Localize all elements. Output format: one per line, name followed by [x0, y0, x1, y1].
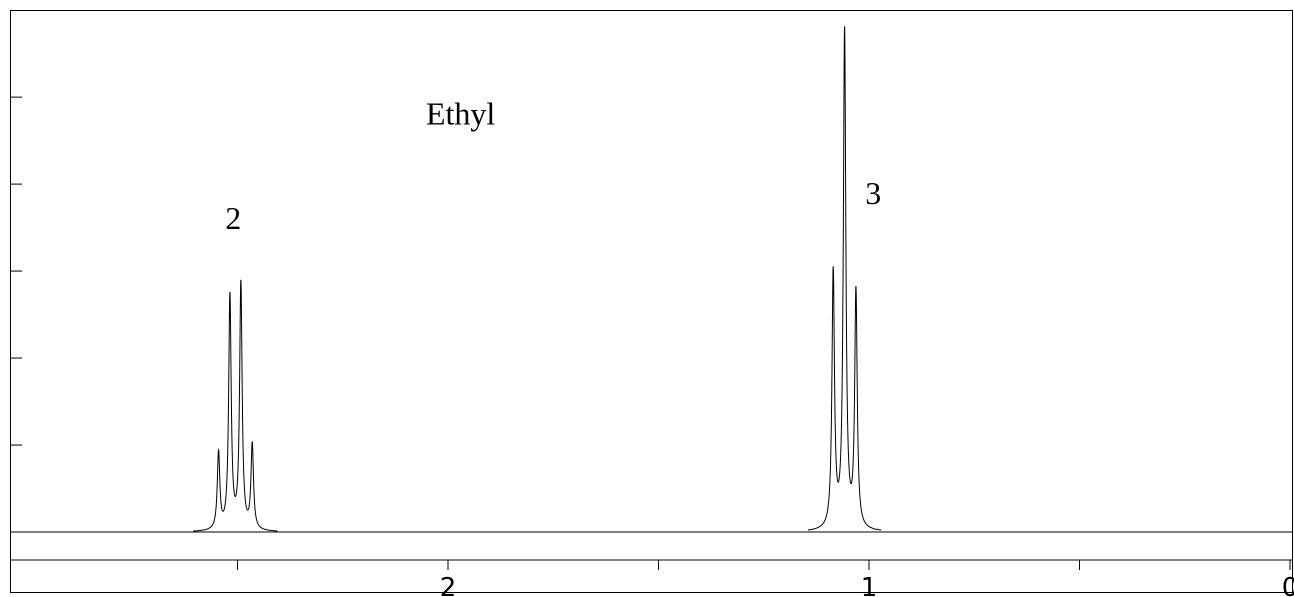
annotation-label: 2 — [225, 200, 241, 236]
peak-point — [843, 34, 846, 36]
multiplet-trace — [193, 279, 278, 532]
x-tick-label: 0 — [1282, 573, 1294, 597]
x-tick-label: 1 — [861, 573, 878, 597]
peak-point — [832, 275, 834, 277]
plot-frame — [10, 10, 1293, 593]
annotation-label: Ethyl — [426, 95, 495, 131]
y-axis-ticks — [10, 96, 22, 533]
multiplet-trace — [807, 26, 882, 531]
annotations: Ethyl 2 3 — [225, 95, 881, 235]
x-axis-ticks: 0 1 2 — [10, 559, 1294, 597]
peak-point — [240, 285, 242, 287]
peak-point — [855, 295, 857, 297]
peak-point — [251, 446, 253, 449]
spectrum-traces — [193, 26, 882, 532]
peak-point — [229, 297, 231, 300]
peak-point — [217, 454, 220, 456]
x-tick-label: 2 — [440, 573, 457, 597]
annotation-label: 3 — [865, 175, 881, 211]
